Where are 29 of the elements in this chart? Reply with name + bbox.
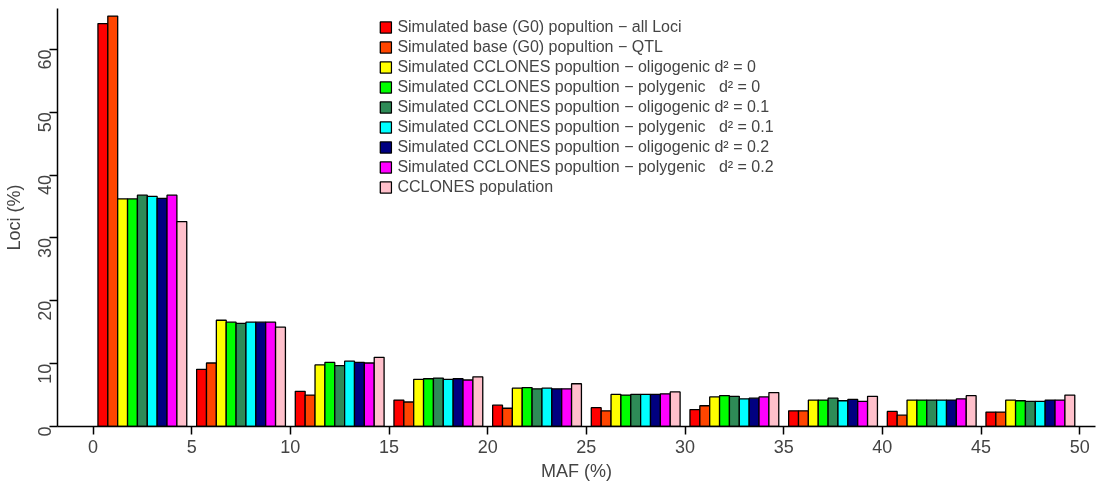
- x-tick-label: 5: [186, 436, 197, 457]
- legend-label: Simulated CCLONES popultion − polygenic d² = 0.2: [397, 158, 774, 176]
- y-tick-label: 0: [35, 426, 55, 437]
- legend-label: Simulated CCLONES popultion − oligogenic d² = 0: [397, 58, 756, 76]
- x-tick-label: 0: [88, 436, 99, 457]
- legend-label: Simulated base (G0) popultion − QTL: [397, 38, 663, 56]
- y-tick-label: 10: [35, 363, 55, 384]
- x-tick-label: 40: [872, 436, 893, 457]
- legend-label: Simulated CCLONES popultion − oligogenic d² = 0.2: [397, 138, 770, 156]
- x-tick-label: 10: [280, 436, 301, 457]
- legend-label: CCLONES population: [397, 178, 554, 196]
- legend-label: Simulated CCLONES popultion − polygenic d² = 0: [397, 78, 761, 96]
- y-tick-label: 30: [35, 237, 55, 258]
- legend-label: Simulated base (G0) popultion − all Loci: [397, 18, 682, 36]
- x-tick-label: 50: [1069, 436, 1090, 457]
- x-tick-label: 45: [971, 436, 992, 457]
- y-tick-label: 40: [35, 175, 55, 196]
- y-tick-label: 50: [35, 112, 55, 133]
- x-tick-label: 15: [379, 436, 400, 457]
- x-tick-label: 30: [675, 436, 696, 457]
- x-tick-label: 35: [773, 436, 794, 457]
- x-axis-title: MAF (%): [541, 460, 613, 481]
- legend-label: Simulated CCLONES popultion − oligogenic d² = 0.1: [397, 98, 770, 116]
- x-tick-label: 25: [576, 436, 597, 457]
- x-tick-label: 20: [477, 436, 498, 457]
- legend-label: Simulated CCLONES popultion − polygenic d² = 0.1: [397, 118, 774, 136]
- y-tick-label: 60: [35, 49, 55, 70]
- y-tick-label: 20: [35, 300, 55, 321]
- y-axis-title: Loci (%): [3, 184, 24, 251]
